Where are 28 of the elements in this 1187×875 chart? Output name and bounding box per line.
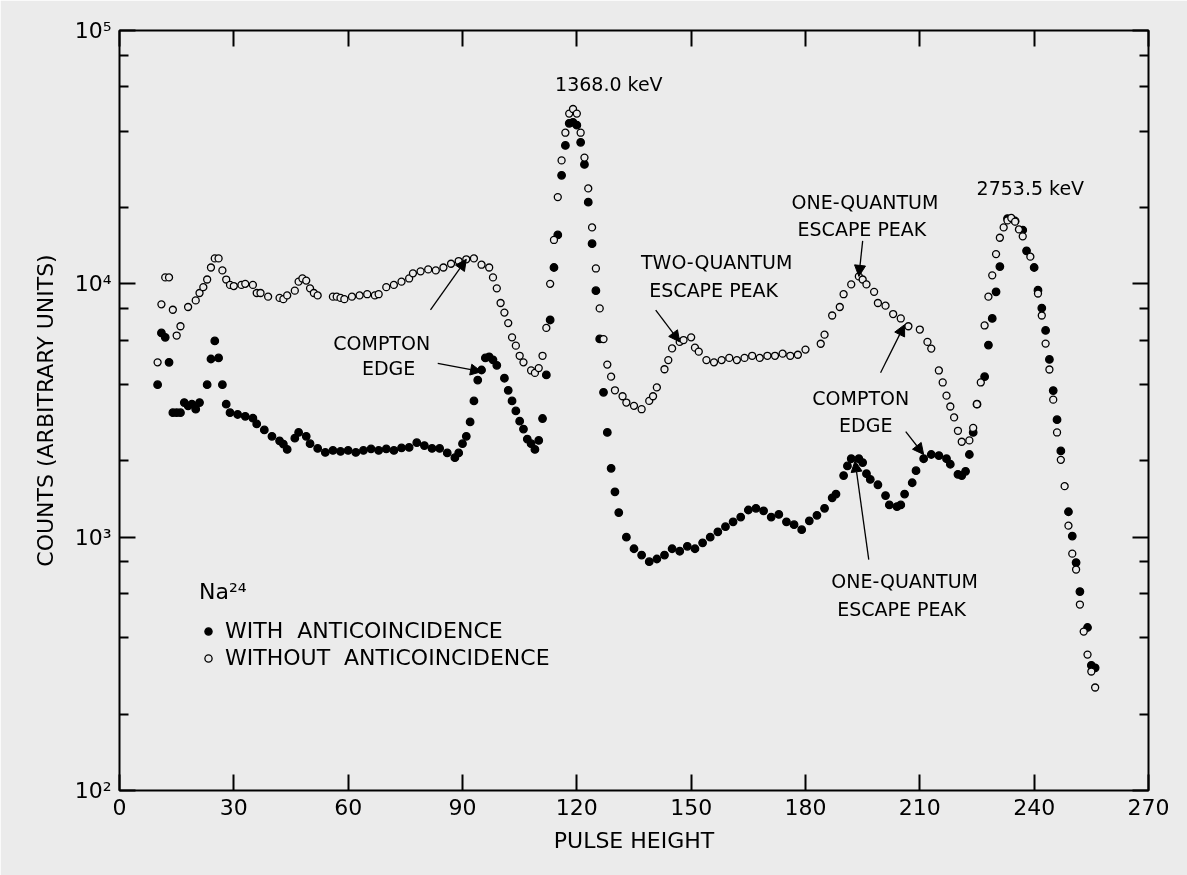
- x-tick-label: 90: [448, 794, 477, 820]
- x-tick-label: 210: [898, 794, 941, 820]
- x-tick-label: 240: [1013, 794, 1056, 820]
- annotation: ONE-QUANTUM ESCAPE PEAK: [791, 190, 939, 241]
- annotation: COMPTON: [333, 331, 431, 354]
- x-tick-label: 0: [112, 794, 127, 820]
- annotation: COMPTON: [812, 387, 910, 410]
- x-tick-label: 120: [555, 794, 598, 820]
- annotation: TWO-QUANTUM ESCAPE PEAK: [640, 251, 793, 301]
- x-tick-label: 270: [1127, 794, 1170, 820]
- annotation: 2753.5 keV: [976, 176, 1085, 199]
- y-tick-label: 10⁵: [74, 18, 112, 43]
- y-axis-title: COUNTS (ARBITRARY UNITS): [32, 254, 58, 567]
- annotation: EDGE: [839, 413, 893, 436]
- legend-title: Na²⁴: [199, 579, 248, 604]
- legend-label: WITH ANTICOINCIDENCE: [225, 618, 503, 643]
- x-tick-label: 30: [219, 794, 248, 820]
- legend-label: WITHOUT ANTICOINCIDENCE: [225, 645, 550, 670]
- x-tick-label: 60: [334, 794, 363, 820]
- x-tick-label: 150: [670, 794, 713, 820]
- annotation: ONE-QUANTUM ESCAPE PEAK: [831, 570, 978, 620]
- annotation: EDGE: [361, 357, 416, 380]
- x-axis-title: PULSE HEIGHT: [553, 827, 715, 853]
- annotation: 1368.0 keV: [555, 72, 663, 95]
- y-tick-label: 10²: [74, 778, 112, 803]
- y-tick-label: 10⁴: [74, 271, 112, 297]
- y-tick-label: 10³: [74, 524, 112, 550]
- x-tick-label: 180: [784, 794, 827, 820]
